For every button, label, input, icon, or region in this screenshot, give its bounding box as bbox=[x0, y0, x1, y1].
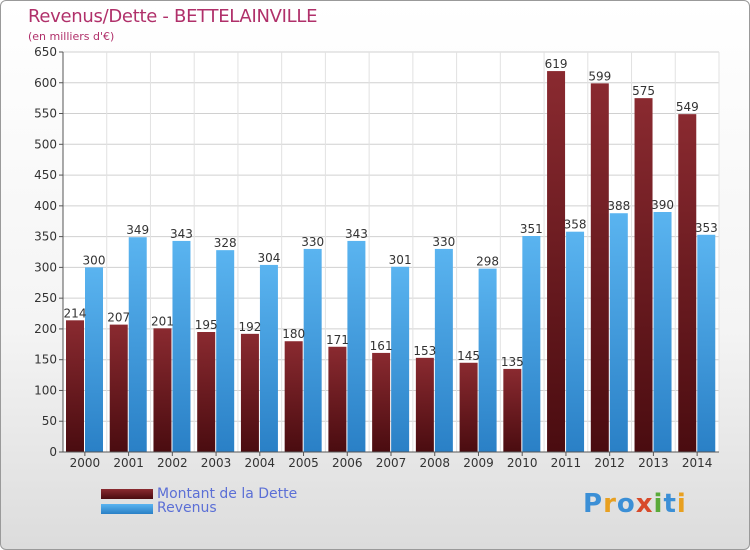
chart-subtitle: (en milliers d'€) bbox=[28, 30, 115, 43]
chart-title: Revenus/Dette - BETTELAINVILLE bbox=[28, 6, 318, 27]
y-tick-label: 600 bbox=[34, 76, 57, 90]
x-tick-label: 2007 bbox=[376, 456, 407, 470]
y-tick-label: 400 bbox=[34, 199, 57, 213]
legend-label-revenue: Revenus bbox=[157, 500, 217, 516]
bar-revenue bbox=[85, 267, 103, 452]
proxiti-logo: Proxiti bbox=[583, 489, 687, 519]
y-tick-label: 350 bbox=[34, 230, 57, 244]
bar-debt bbox=[153, 328, 172, 452]
data-label-debt: 192 bbox=[238, 320, 261, 334]
data-label-debt: 161 bbox=[370, 339, 393, 353]
data-label-revenue: 328 bbox=[214, 236, 237, 250]
bar-debt bbox=[372, 352, 391, 452]
x-tick-label: 2001 bbox=[113, 456, 144, 470]
data-label-debt: 619 bbox=[545, 57, 568, 71]
x-tick-label: 2006 bbox=[332, 456, 363, 470]
x-tick-label: 2013 bbox=[638, 456, 669, 470]
plot-area bbox=[63, 52, 719, 452]
legend-label-debt: Montant de la Dette bbox=[157, 486, 298, 502]
data-label-revenue: 298 bbox=[476, 255, 499, 269]
y-tick-label: 200 bbox=[34, 322, 57, 336]
data-label-debt: 214 bbox=[64, 306, 87, 320]
data-label-revenue: 358 bbox=[564, 218, 587, 232]
data-label-revenue: 390 bbox=[651, 198, 674, 212]
data-label-debt: 180 bbox=[282, 327, 305, 341]
x-tick-label: 2012 bbox=[594, 456, 625, 470]
bar-debt bbox=[634, 98, 653, 453]
bar-revenue bbox=[653, 212, 672, 452]
data-label-revenue: 304 bbox=[257, 251, 280, 265]
x-tick-label: 2000 bbox=[70, 456, 101, 470]
bar-debt bbox=[459, 362, 478, 452]
data-label-debt: 153 bbox=[413, 344, 436, 358]
data-label-debt: 207 bbox=[107, 311, 130, 325]
data-label-debt: 145 bbox=[457, 349, 480, 363]
data-label-revenue: 388 bbox=[607, 199, 630, 213]
data-label-revenue: 349 bbox=[126, 223, 149, 237]
data-label-revenue: 353 bbox=[695, 221, 718, 235]
data-label-debt: 201 bbox=[151, 314, 174, 328]
x-tick-label: 2008 bbox=[419, 456, 450, 470]
x-tick-label: 2011 bbox=[551, 456, 582, 470]
data-label-revenue: 343 bbox=[345, 227, 368, 241]
y-tick-label: 0 bbox=[49, 445, 57, 459]
y-tick-label: 650 bbox=[34, 45, 57, 59]
y-tick-label: 250 bbox=[34, 291, 57, 305]
data-label-revenue: 351 bbox=[520, 222, 543, 236]
x-tick-label: 2003 bbox=[201, 456, 232, 470]
x-tick-label: 2014 bbox=[682, 456, 713, 470]
data-label-debt: 195 bbox=[195, 318, 218, 332]
bar-revenue bbox=[128, 237, 147, 452]
bar-debt bbox=[109, 324, 128, 452]
bar-debt bbox=[415, 357, 434, 452]
bar-revenue bbox=[172, 240, 191, 452]
data-label-debt: 575 bbox=[632, 84, 655, 98]
bar-revenue bbox=[391, 266, 410, 452]
bar-revenue bbox=[478, 268, 497, 452]
bar-revenue bbox=[609, 213, 628, 452]
x-tick-label: 2002 bbox=[157, 456, 188, 470]
bar-revenue bbox=[259, 264, 278, 452]
y-tick-label: 300 bbox=[34, 260, 57, 274]
y-tick-label: 100 bbox=[34, 383, 57, 397]
data-label-revenue: 343 bbox=[170, 227, 193, 241]
x-tick-label: 2005 bbox=[288, 456, 319, 470]
bar-revenue bbox=[566, 231, 585, 452]
bar-debt bbox=[240, 333, 259, 452]
x-tick-label: 2004 bbox=[245, 456, 276, 470]
data-label-debt: 135 bbox=[501, 355, 524, 369]
bar-debt bbox=[503, 368, 522, 452]
bar-revenue bbox=[303, 248, 322, 452]
data-label-debt: 171 bbox=[326, 333, 349, 347]
bar-debt bbox=[197, 332, 216, 452]
bar-revenue bbox=[697, 234, 716, 452]
x-tick-label: 2010 bbox=[507, 456, 538, 470]
bar-revenue bbox=[347, 240, 366, 452]
bar-debt bbox=[284, 341, 303, 452]
data-label-revenue: 330 bbox=[301, 235, 324, 249]
y-tick-label: 550 bbox=[34, 107, 57, 121]
y-tick-label: 50 bbox=[42, 414, 57, 428]
data-label-revenue: 300 bbox=[83, 253, 106, 267]
y-tick-label: 150 bbox=[34, 353, 57, 367]
y-tick-label: 500 bbox=[34, 137, 57, 151]
bar-debt bbox=[547, 71, 566, 453]
bar-revenue bbox=[216, 250, 235, 452]
bar-debt bbox=[590, 83, 609, 452]
bar-debt bbox=[66, 320, 84, 452]
data-label-revenue: 330 bbox=[432, 235, 455, 249]
data-label-debt: 599 bbox=[588, 69, 611, 83]
y-tick-label: 450 bbox=[34, 168, 57, 182]
x-tick-label: 2009 bbox=[463, 456, 494, 470]
bar-revenue bbox=[522, 236, 541, 452]
data-label-debt: 549 bbox=[676, 100, 699, 114]
data-label-revenue: 301 bbox=[389, 253, 412, 267]
bar-debt bbox=[678, 114, 697, 453]
bar-revenue bbox=[434, 248, 453, 452]
bar-debt bbox=[328, 346, 347, 452]
